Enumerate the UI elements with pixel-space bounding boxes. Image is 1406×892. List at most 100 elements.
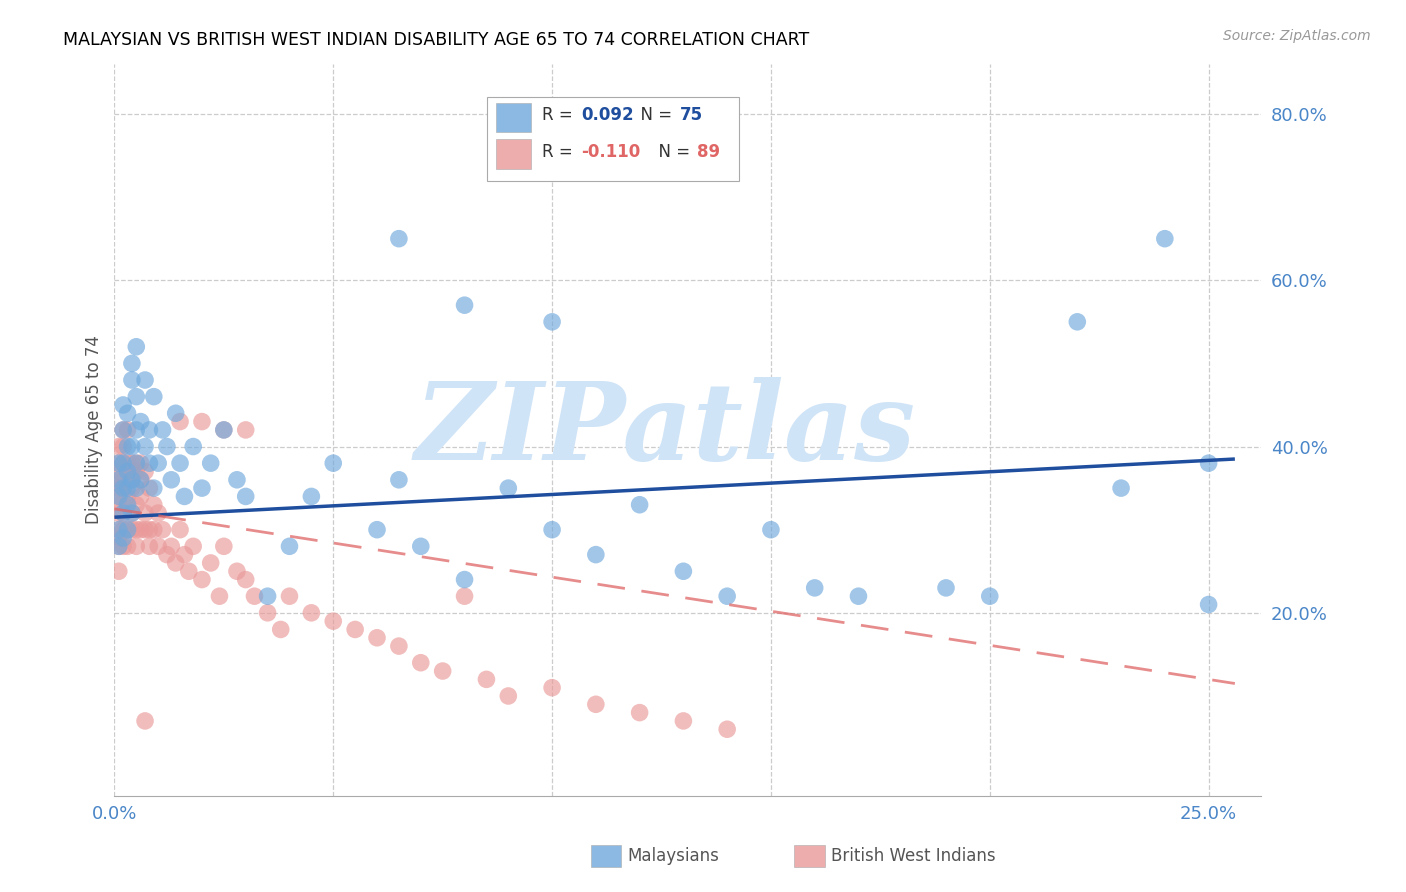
Text: Source: ZipAtlas.com: Source: ZipAtlas.com xyxy=(1223,29,1371,43)
Point xyxy=(125,465,148,479)
Point xyxy=(112,423,135,437)
Point xyxy=(243,589,266,603)
Point xyxy=(475,673,498,687)
Point xyxy=(177,564,200,578)
Text: 75: 75 xyxy=(679,106,703,124)
Point xyxy=(112,398,135,412)
Point xyxy=(235,573,257,587)
Point xyxy=(453,298,475,312)
Point xyxy=(585,698,607,712)
Text: -0.110: -0.110 xyxy=(581,143,640,161)
Point xyxy=(803,581,825,595)
Point xyxy=(121,473,143,487)
Point xyxy=(134,523,156,537)
Point xyxy=(498,689,520,703)
Point xyxy=(125,340,148,354)
Point xyxy=(200,456,222,470)
Point xyxy=(117,465,139,479)
Text: ZIPatlas: ZIPatlas xyxy=(415,377,915,483)
Point xyxy=(541,681,564,695)
Point xyxy=(208,589,231,603)
Point xyxy=(935,581,957,595)
Point xyxy=(270,623,292,637)
Point xyxy=(107,506,129,520)
Point xyxy=(129,456,152,470)
Point xyxy=(112,440,135,454)
Point xyxy=(388,473,411,487)
Point xyxy=(1066,315,1088,329)
Point xyxy=(117,465,139,479)
Point xyxy=(112,473,135,487)
Point xyxy=(117,523,139,537)
Point xyxy=(112,456,135,470)
Point xyxy=(125,423,148,437)
Point xyxy=(107,498,129,512)
Point xyxy=(129,523,152,537)
Point xyxy=(322,614,344,628)
Point xyxy=(1153,232,1175,246)
Point xyxy=(134,714,156,728)
Point xyxy=(107,490,129,504)
Point xyxy=(125,523,148,537)
Point xyxy=(138,481,160,495)
Text: 89: 89 xyxy=(697,143,720,161)
Point xyxy=(134,506,156,520)
Point xyxy=(585,548,607,562)
Point xyxy=(107,456,129,470)
Point xyxy=(129,415,152,429)
Text: Malaysians: Malaysians xyxy=(627,847,718,865)
Point xyxy=(134,373,156,387)
Point xyxy=(112,456,135,470)
Point xyxy=(129,473,152,487)
Point xyxy=(142,390,165,404)
Point xyxy=(107,490,129,504)
Point xyxy=(181,440,204,454)
Point xyxy=(125,456,148,470)
Point xyxy=(716,589,738,603)
Text: N =: N = xyxy=(630,106,678,124)
Point xyxy=(169,523,191,537)
Point xyxy=(148,456,170,470)
Point xyxy=(117,498,139,512)
Point xyxy=(117,539,139,553)
Point xyxy=(125,539,148,553)
Point xyxy=(121,456,143,470)
Point xyxy=(165,406,187,420)
Point xyxy=(107,473,129,487)
Point xyxy=(628,498,651,512)
Point xyxy=(541,315,564,329)
Point xyxy=(200,556,222,570)
Point xyxy=(226,473,249,487)
Point xyxy=(388,639,411,653)
Point xyxy=(1198,456,1220,470)
Point xyxy=(107,539,129,553)
Text: R =: R = xyxy=(543,143,578,161)
Point xyxy=(117,523,139,537)
Point xyxy=(156,548,179,562)
Point xyxy=(121,356,143,370)
Point xyxy=(235,490,257,504)
Point xyxy=(121,506,143,520)
Point xyxy=(278,539,301,553)
Point xyxy=(388,232,411,246)
Y-axis label: Disability Age 65 to 74: Disability Age 65 to 74 xyxy=(86,335,103,524)
Point xyxy=(112,481,135,495)
Point xyxy=(107,564,129,578)
Point xyxy=(112,423,135,437)
Point xyxy=(256,589,278,603)
Point xyxy=(278,589,301,603)
Point xyxy=(759,523,782,537)
Point xyxy=(226,564,249,578)
Point xyxy=(107,523,129,537)
Point xyxy=(112,481,135,495)
Point xyxy=(628,706,651,720)
Point xyxy=(160,473,183,487)
Point xyxy=(117,423,139,437)
Point xyxy=(134,465,156,479)
Point xyxy=(299,490,322,504)
Point xyxy=(112,506,135,520)
Point xyxy=(125,456,148,470)
Point xyxy=(121,473,143,487)
Point xyxy=(409,539,432,553)
Point xyxy=(117,490,139,504)
